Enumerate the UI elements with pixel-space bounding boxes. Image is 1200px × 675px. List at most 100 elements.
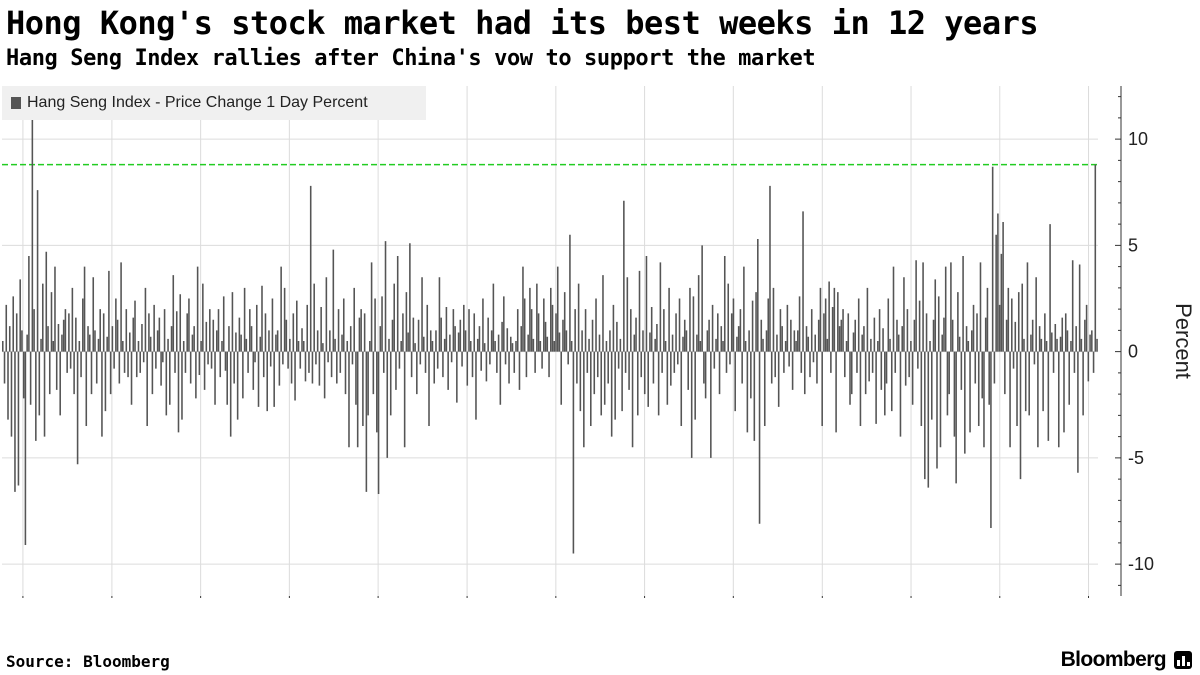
bar [33,309,35,352]
bar [501,321,503,352]
bar [943,317,945,352]
bar [376,351,378,433]
bar [840,319,843,352]
bar [381,296,383,352]
bar [748,330,750,352]
bar [901,326,903,352]
bar [282,351,284,365]
chart-title: Hong Kong's stock market had its best we… [6,4,1039,42]
bar [518,351,521,390]
bar [29,351,32,405]
bar [95,351,98,384]
bar [384,241,387,352]
bar [289,338,291,352]
bar [649,332,651,352]
bar [47,326,49,352]
bar [1014,321,1017,352]
bar [179,294,182,352]
bar [257,351,260,407]
bar [66,351,68,373]
bar [1011,298,1013,352]
bar [402,313,404,352]
bar [550,287,552,352]
bar [452,309,455,352]
bar [464,330,467,352]
bar [165,351,168,416]
bar [367,351,369,416]
bar [530,309,533,352]
axes: 1050-5-10Percent201220132014201520162017… [22,86,1196,598]
bar [370,262,373,352]
bar [351,351,354,365]
bar [492,283,495,352]
bar [537,313,540,352]
bar [377,351,380,495]
bar [468,309,470,352]
bar [269,351,272,367]
bar [753,351,756,441]
bar [680,351,683,427]
bar [135,351,138,378]
bar [849,351,851,405]
bar [930,351,933,420]
bar [892,266,895,352]
bar [327,351,329,363]
bar [758,351,761,524]
bar [941,334,943,352]
bar [890,351,893,412]
bar [1007,287,1010,352]
bar [353,287,355,352]
bar [290,351,293,384]
bar [440,317,442,352]
bar [864,351,867,395]
bar [242,351,244,399]
bar [710,351,712,458]
bar [429,330,432,352]
bar [175,311,178,352]
bar [217,309,220,352]
bar [306,304,309,352]
bar [844,351,846,378]
bar [99,309,101,352]
bar [414,343,416,352]
bar [717,313,719,352]
bar [1035,277,1037,352]
legend-swatch [11,97,21,109]
bar [744,341,747,352]
bar [687,351,689,390]
bar [974,351,977,384]
bar [939,351,942,448]
bar [600,351,603,416]
bar [685,330,688,352]
bar [134,300,136,352]
bar [1051,332,1053,352]
bar [699,341,702,352]
bar [720,326,723,352]
bar [741,351,743,384]
bar [69,351,72,369]
bar [866,287,869,352]
bar [163,309,166,352]
bar [85,351,88,427]
bar [781,326,783,352]
bar [409,243,411,352]
bar [986,287,989,352]
bar [1047,351,1050,441]
bar [283,287,286,352]
bar [776,334,778,352]
bar [76,351,79,465]
bar [640,351,643,378]
bar [967,341,970,352]
bar [508,351,510,384]
bar [863,326,865,352]
bar [188,298,190,352]
bar [374,298,376,352]
bar [31,117,34,352]
bar [581,330,583,352]
bar [621,351,623,412]
bar [496,351,498,373]
bar [229,351,232,437]
bar [386,351,389,458]
bar [675,313,677,352]
bar [266,351,268,412]
